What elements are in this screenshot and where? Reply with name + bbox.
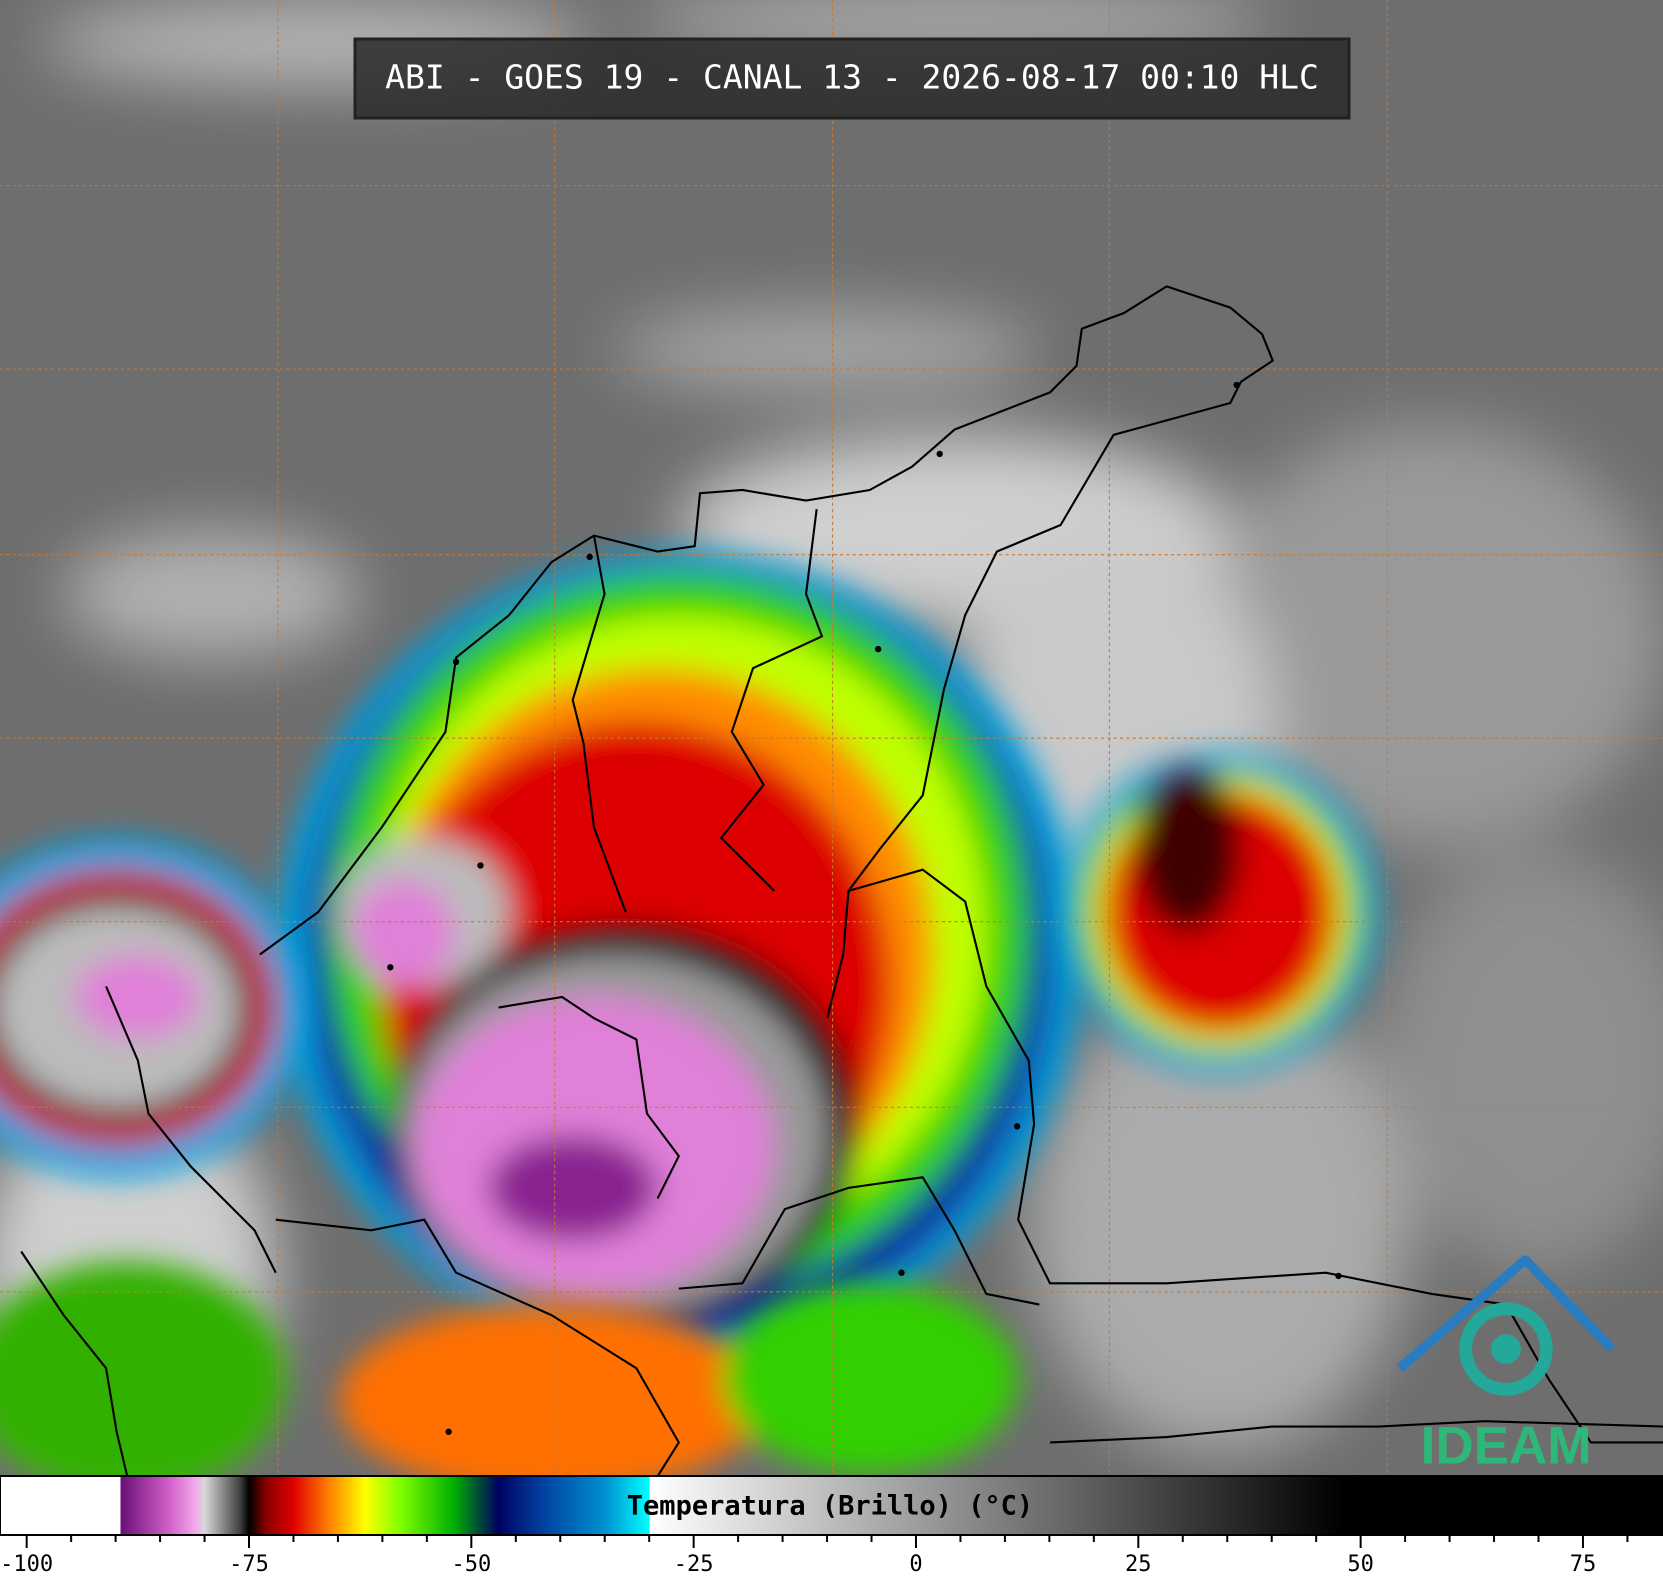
- tick-label: 0: [909, 1552, 922, 1577]
- coastline: [20, 285, 1663, 1477]
- tick-label: 75: [1570, 1552, 1597, 1577]
- logo: IDEAM: [1396, 1255, 1616, 1476]
- west-storm: [0, 837, 1019, 1496]
- colorbar: Temperatura (Brillo) (°C) -100 -75 -50 -25 0…: [0, 1475, 1663, 1577]
- colorbar-label: Temperatura (Brillo) (°C): [627, 1491, 1033, 1522]
- cities: [387, 381, 1342, 1435]
- logo-text: IDEAM: [1421, 1417, 1592, 1476]
- tick-label: 25: [1125, 1552, 1152, 1577]
- title: ABI - GOES 19 - CANAL 13 - 2026-08-17 00…: [385, 58, 1319, 97]
- map: IDEAM: [0, 0, 1663, 1496]
- tick-label: -100: [0, 1552, 53, 1577]
- colorbar-gradient: [0, 1475, 1663, 1536]
- tick-label: -75: [229, 1552, 269, 1577]
- east-storm: [1060, 753, 1379, 1072]
- graticule: [0, 0, 1663, 1477]
- tick-label: -25: [674, 1552, 714, 1577]
- main-storm: [275, 551, 1082, 1358]
- title-box: ABI - GOES 19 - CANAL 13 - 2026-08-17 00…: [353, 37, 1351, 120]
- tick-label: -50: [451, 1552, 491, 1577]
- tick-label: 50: [1347, 1552, 1374, 1577]
